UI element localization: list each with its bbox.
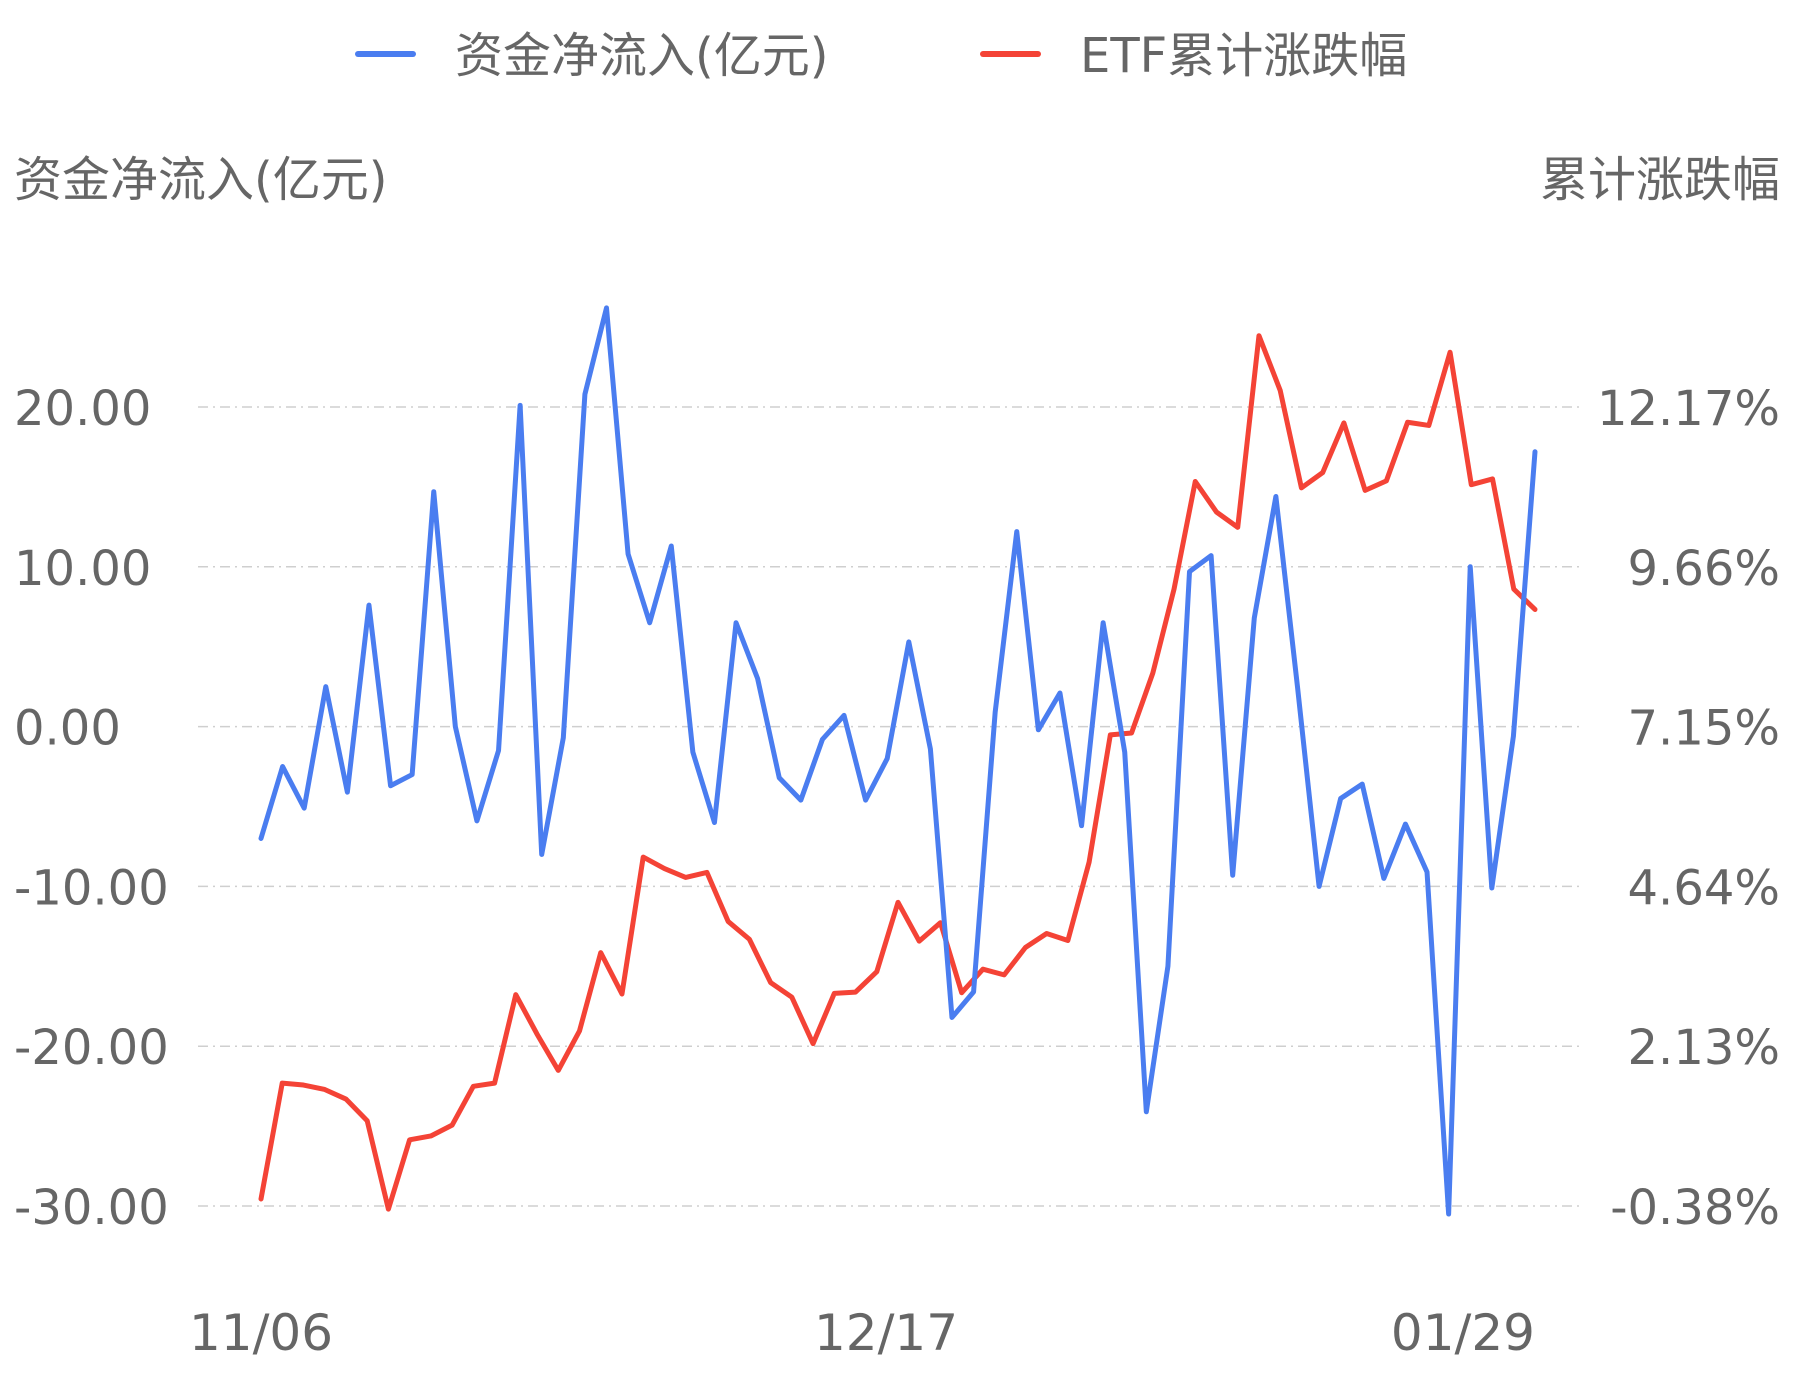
series-line-etf-return [258, 333, 1538, 1212]
right-y-tick-label: 2.13% [1628, 1020, 1780, 1076]
right-axis-ticks: 12.17% 9.66% 7.15% 4.64% 2.13% -0.38% [1597, 381, 1780, 1236]
right-y-tick-label: 12.17% [1597, 381, 1780, 437]
legend-label-etf-return: ETF累计涨跌幅 [1080, 28, 1407, 84]
x-tick-label: 11/06 [189, 1304, 333, 1362]
left-y-tick-label: -20.00 [14, 1020, 169, 1076]
left-y-tick-label: 20.00 [14, 381, 151, 437]
legend: 资金净流入(亿元) ETF累计涨跌幅 [355, 28, 1407, 84]
left-axis-ticks: 20.00 10.00 0.00 -10.00 -20.00 -30.00 [14, 381, 169, 1236]
series-line-net-inflow [258, 305, 1538, 1217]
x-tick-label: 01/29 [1391, 1304, 1535, 1362]
x-axis-ticks: 11/06 12/17 01/29 [189, 1304, 1535, 1362]
grid-layer [198, 406, 1582, 1207]
right-y-tick-label: 9.66% [1628, 541, 1780, 597]
left-y-tick-label: -30.00 [14, 1180, 169, 1236]
right-y-tick-label: 4.64% [1628, 860, 1780, 916]
right-axis-title: 累计涨跌幅 [1540, 152, 1780, 208]
x-tick-label: 12/17 [814, 1304, 958, 1362]
right-y-tick-label: -0.38% [1610, 1180, 1780, 1236]
right-y-tick-label: 7.15% [1628, 701, 1780, 757]
legend-label-net-inflow: 资金净流入(亿元) [455, 28, 828, 84]
series-layer [258, 305, 1538, 1217]
left-axis-title: 资金净流入(亿元) [14, 152, 387, 208]
left-y-tick-label: 0.00 [14, 701, 121, 757]
left-y-tick-label: -10.00 [14, 860, 169, 916]
left-y-tick-label: 10.00 [14, 541, 151, 597]
